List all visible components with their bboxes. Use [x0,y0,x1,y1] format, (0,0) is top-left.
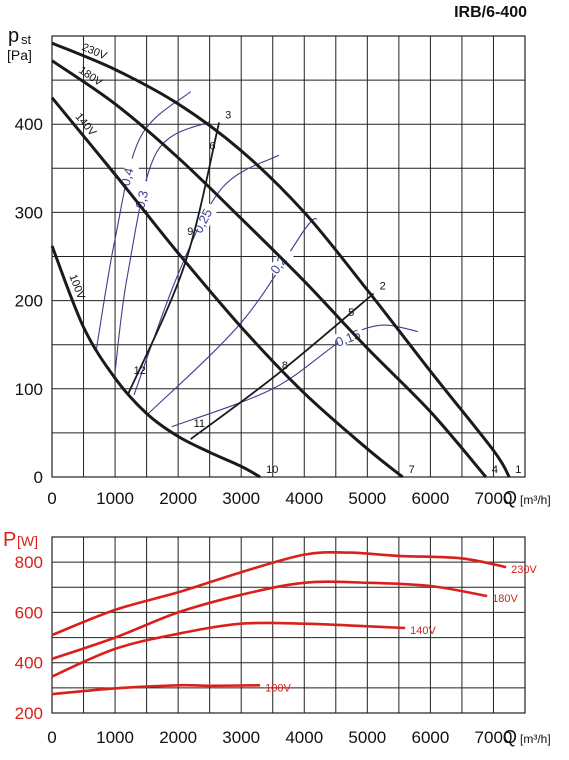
x-tick-label: 5000 [348,489,386,508]
y-tick-label: 200 [15,704,43,723]
x-axis-label: Q [503,488,517,508]
efficiency-curve [146,217,318,416]
y-tick-label: 400 [15,654,43,673]
y-axis-unit: [W] [17,533,38,549]
y-tick-label: 300 [15,203,43,222]
x-tick-label: 0 [47,728,56,747]
x-tick-label: 2000 [159,489,197,508]
operating-point-label: 1 [515,464,521,476]
x-tick-label: 5000 [348,728,386,747]
operating-point-label: 12 [134,365,146,377]
efficiency-curve [114,121,210,372]
y-axis-unit: [Pa] [7,47,32,63]
fan-curve-100V [50,245,261,479]
efficiency-label-bg [120,157,141,188]
plot-frame [51,35,526,478]
x-axis-label: Q [503,727,517,747]
x-tick-label: 6000 [411,489,449,508]
efficiency-curve [171,324,418,428]
y-tick-label: 0 [34,468,43,487]
y-tick-label: 400 [15,115,43,134]
efficiency-label-bg [333,324,365,349]
x-tick-label: 0 [47,489,56,508]
operating-point-label: 9 [187,226,193,238]
efficiency-label-bg [135,180,156,211]
operating-point-label: 8 [282,360,288,372]
operating-point-label: 11 [194,418,205,430]
x-tick-label: 4000 [285,489,323,508]
x-tick-label: 3000 [222,489,260,508]
efficiency-curve [95,91,192,351]
operating-point-label: 10 [266,464,278,476]
power-curve-label: 140V [410,625,436,637]
x-tick-label: 2000 [159,728,197,747]
x-tick-label: 1000 [96,728,134,747]
power-curve-label: 100V [265,682,291,694]
fan-curve-140V [50,96,404,479]
plot-frame [51,536,526,714]
operating-point-label: 2 [380,281,386,293]
fan-curve-230V [51,41,511,478]
model-title: IRB/6-400 [454,4,527,21]
power-curve-140V [51,621,406,678]
system-curve [126,122,220,396]
x-axis-unit: [m³/h] [520,732,551,746]
power-curve-230V [51,550,507,637]
efficiency-label-bg [193,201,219,234]
x-tick-label: 6000 [411,728,449,747]
fan-curve-180V [51,59,488,478]
efficiency-label-bg [267,246,296,278]
x-tick-label: 1000 [96,489,134,508]
power-curve-180V [51,580,488,661]
operating-point-label: 7 [409,464,415,476]
operating-point-label: 3 [225,109,231,121]
x-tick-label: 3000 [222,728,260,747]
y-axis-label: P [3,529,16,551]
x-tick-label: 4000 [285,728,323,747]
efficiency-label: 0,3 [132,189,151,210]
x-tick-label: 7000 [475,489,513,508]
y-tick-label: 800 [15,553,43,572]
y-tick-label: 600 [15,603,43,622]
operating-point-label: 5 [348,307,354,319]
fan-curve-label: 100V [66,273,87,302]
x-axis-unit: [m³/h] [520,493,551,507]
y-axis-label-subscript: st [21,32,32,47]
operating-point-label: 4 [492,464,498,476]
y-tick-label: 100 [15,380,43,399]
y-tick-label: 200 [15,292,43,311]
power-curve-100V [51,683,261,696]
operating-point-label: 6 [209,140,215,152]
fan-curve-label: 140V [73,111,99,139]
y-axis-label: p [8,25,19,47]
x-tick-label: 7000 [475,728,513,747]
power-curve-label: 230V [511,564,537,576]
system-curve [190,292,375,440]
power-curve-label: 180V [492,593,518,605]
